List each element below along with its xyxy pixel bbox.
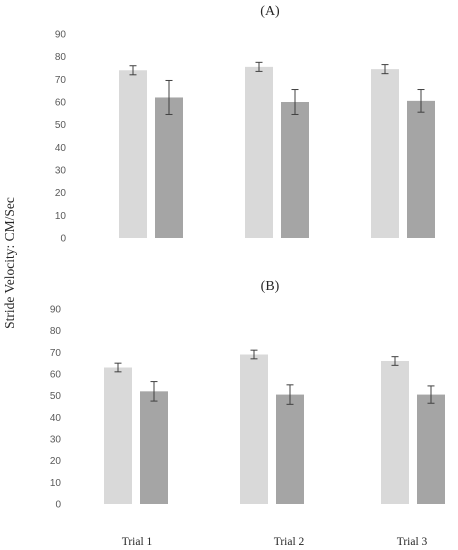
panel-a-ytick-90: 90 [55,30,67,41]
panel-a-ytick-10: 10 [55,211,67,222]
panel-b-ytick-20: 20 [50,456,62,467]
panel-b-ytick-10: 10 [50,478,62,489]
panel-b-ytick-50: 50 [50,391,62,402]
panel-a-bar-s1-3 [371,69,399,238]
panel-a-ytick-80: 80 [55,52,67,63]
panel-b-bar-s2-1 [140,391,168,504]
panel-b-ytick-40: 40 [50,413,62,424]
panel-a-errorbar-s2-1 [165,79,173,115]
panel-a-bar-s2-3 [407,100,435,238]
panel-a-errorbar-s2-2 [291,89,299,115]
panel-b-errorbar-s2-2 [286,384,294,405]
panel-a-ytick-30: 30 [55,166,67,177]
panel-a-ytick-0: 0 [60,234,66,245]
panel-a-bar-s2-2 [281,102,309,238]
panel-b-title: (B) [261,279,280,294]
panel-a-errorbar-s1-1 [129,65,137,76]
panel-b-ytick-60: 60 [50,370,62,381]
panel-a-ytick-60: 60 [55,98,67,109]
panel-b-errorbar-s1-2 [250,349,258,360]
panel-a-errorbar-s1-3 [381,64,389,75]
panel-b-bar-s1-1 [104,367,132,504]
panel-b-errorbar-s1-1 [114,362,122,373]
panel-a-errorbar-s2-3 [417,89,425,113]
panel-a-bar-s2-1 [155,97,183,238]
panel-b-ytick-30: 30 [50,435,62,446]
panel-a-bar-s1-2 [245,66,273,238]
panel-b-bar-s1-2 [240,354,268,504]
panel-b-errorbar-s2-1 [150,381,158,402]
panel-a-title: (A) [260,4,280,19]
panel-b-ytick-70: 70 [50,348,62,359]
panel-b-ytick-80: 80 [50,326,62,337]
x-tick-label-3: Trial 3 [397,536,428,548]
x-axis-labels: Trial 1 Trial 2 Trial 3 [122,536,428,548]
panel-a-ytick-50: 50 [55,120,67,131]
y-axis-label: Stride Velocity: CM/Sec [2,197,17,329]
panel-b-bar-s2-2 [276,394,304,504]
panel-b-ytick-90: 90 [50,305,62,316]
panel-a-ytick-40: 40 [55,143,67,154]
panel-b-ytick-0: 0 [55,500,61,511]
panel-a: (A) 0 10 20 30 40 50 60 70 80 90 [55,4,435,245]
panel-a-errorbar-s1-2 [255,61,263,72]
panel-b-errorbar-s2-3 [427,385,435,404]
panel-b-bar-s2-3 [417,394,445,504]
panel-a-ytick-70: 70 [55,75,67,86]
panel-a-bar-s1-1 [119,70,147,239]
x-tick-label-2: Trial 2 [274,536,305,548]
panel-a-ytick-20: 20 [55,188,67,199]
x-tick-label-1: Trial 1 [122,536,153,548]
panel-b-bar-s1-3 [381,361,409,504]
panel-b-errorbar-s1-3 [391,356,399,366]
panel-b: (B) 0 10 20 30 40 50 60 70 80 90 [50,279,445,511]
